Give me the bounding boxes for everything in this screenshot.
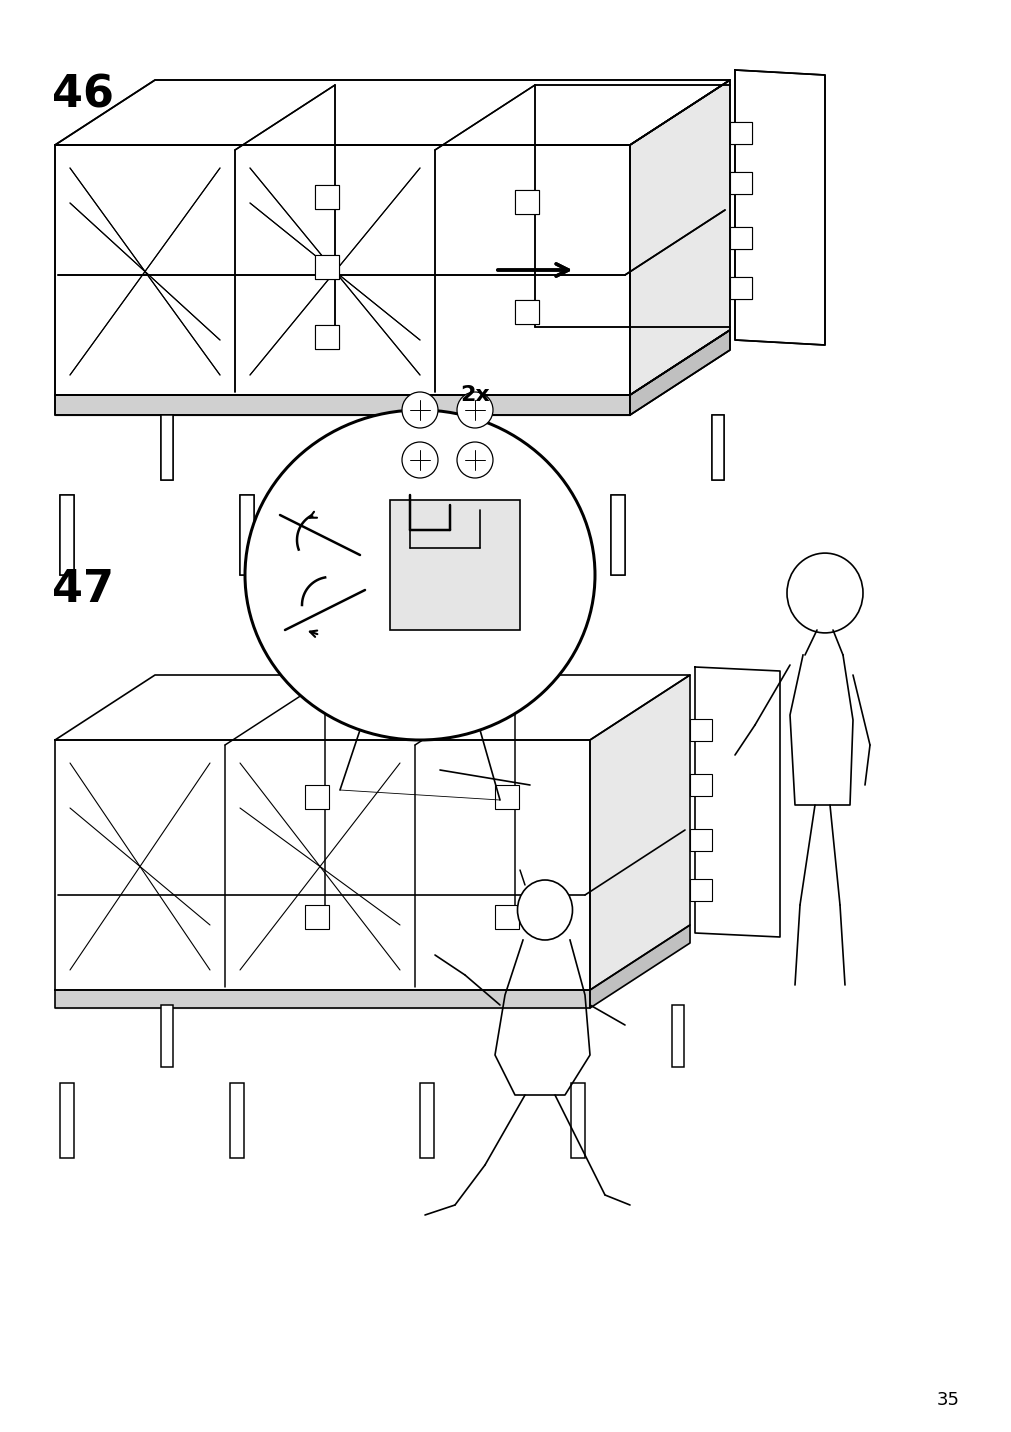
Bar [389,500,520,630]
Circle shape [401,442,438,478]
Bar [304,785,329,809]
Bar [515,299,539,324]
Polygon shape [630,329,729,415]
Ellipse shape [787,553,862,633]
Bar [611,495,625,576]
Text: 47: 47 [52,569,114,611]
Polygon shape [734,70,824,345]
Text: 2x: 2x [460,385,489,405]
Circle shape [457,392,492,428]
Polygon shape [55,395,630,415]
Bar [515,190,539,213]
Bar [690,829,712,851]
Circle shape [401,392,438,428]
Bar [690,879,712,901]
Polygon shape [55,674,690,740]
Polygon shape [589,925,690,1008]
Bar [494,905,519,929]
Text: 35: 35 [936,1390,959,1409]
Polygon shape [55,80,729,145]
Bar [161,1005,173,1067]
Ellipse shape [245,410,594,740]
Bar [729,228,751,249]
Text: 46: 46 [52,73,114,116]
Bar [161,415,173,480]
Ellipse shape [517,881,572,939]
Bar [729,228,751,249]
Bar [690,719,712,740]
Bar [314,255,339,279]
Polygon shape [630,80,729,395]
Bar [729,122,751,145]
Bar [515,299,539,324]
Bar [515,190,539,213]
Bar [314,185,339,209]
Bar [729,276,751,299]
Bar [60,1083,74,1158]
Bar [729,172,751,193]
Polygon shape [630,80,729,395]
Bar [712,415,723,480]
Bar [240,495,254,576]
Bar [60,495,74,576]
Polygon shape [589,674,690,990]
Bar [229,1083,244,1158]
Bar [420,1083,434,1158]
Bar [729,276,751,299]
Bar [314,185,339,209]
Polygon shape [55,145,630,395]
Bar [440,495,454,576]
Polygon shape [55,145,630,395]
Bar [712,415,723,480]
Circle shape [457,442,492,478]
Bar [611,495,625,576]
Polygon shape [55,740,589,990]
Bar [314,325,339,349]
Polygon shape [55,80,729,145]
Bar [729,172,751,193]
Bar [240,495,254,576]
Bar [60,495,74,576]
Bar [440,495,454,576]
Bar [304,905,329,929]
Polygon shape [734,70,824,345]
Bar [161,415,173,480]
Bar [494,785,519,809]
Bar [690,775,712,796]
Bar [314,255,339,279]
Bar [729,122,751,145]
Polygon shape [55,395,630,415]
Polygon shape [695,667,779,937]
Bar [570,1083,584,1158]
Bar [671,1005,683,1067]
Polygon shape [55,990,589,1008]
Bar [314,325,339,349]
Polygon shape [630,329,729,415]
